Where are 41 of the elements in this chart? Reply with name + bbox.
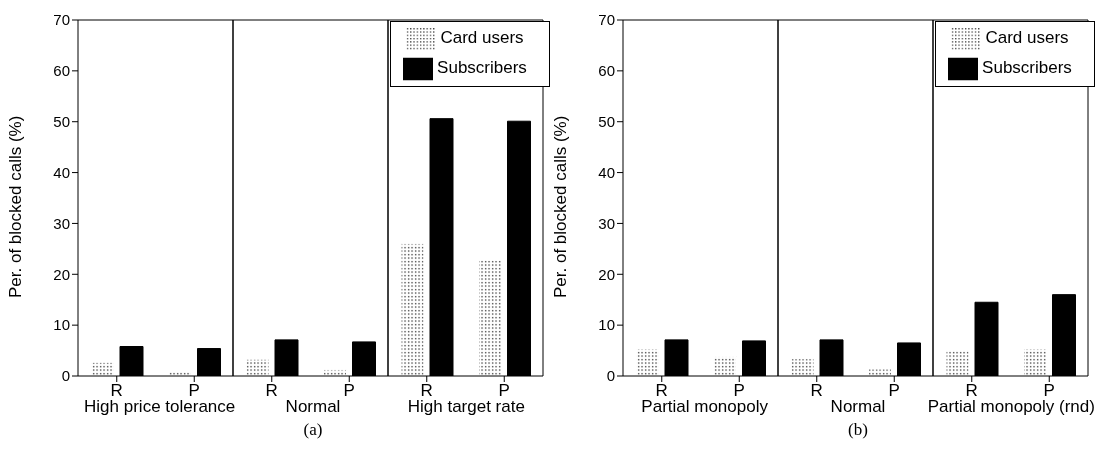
x-tick-label: R	[810, 381, 823, 401]
text: (b)	[847, 420, 869, 440]
text: Normal	[830, 397, 886, 417]
bar	[635, 348, 660, 376]
y-tick-label: 30	[598, 214, 615, 232]
bar	[400, 243, 425, 376]
y-tick-label: 70	[53, 11, 70, 29]
legend-label: Card users	[440, 28, 524, 48]
bar	[868, 368, 892, 376]
y-tick-label: 20	[53, 265, 70, 283]
y-tick-label: 0	[61, 367, 70, 385]
y-tick-label: 60	[598, 62, 615, 80]
y-tick-label: 70	[598, 11, 615, 29]
bar	[90, 361, 115, 376]
text: Normal	[285, 397, 341, 417]
bar	[323, 369, 347, 376]
y-tick-label: 20	[598, 265, 615, 283]
y-tick-label: 50	[53, 113, 70, 131]
y-tick-label: 40	[53, 163, 70, 181]
y-axis-title: Per. of blocked calls (%)	[551, 115, 571, 298]
y-tick-label: 30	[53, 214, 70, 232]
y-tick-label: 10	[598, 316, 615, 334]
legend-label: Card users	[985, 28, 1069, 48]
x-tick-label: P	[888, 381, 900, 401]
x-tick-label: P	[343, 381, 355, 401]
bar	[245, 358, 270, 376]
y-tick-label: 50	[598, 113, 615, 131]
text: (a)	[302, 420, 324, 440]
bar	[945, 349, 970, 376]
y-tick-label: 60	[53, 62, 70, 80]
bar	[790, 358, 815, 376]
legend-label: Subscribers	[437, 58, 527, 78]
y-tick-label: 0	[606, 367, 615, 385]
x-tick-label: R	[265, 381, 278, 401]
bar	[713, 356, 737, 376]
bar	[478, 259, 502, 376]
bar	[1023, 348, 1047, 376]
y-axis-title: Per. of blocked calls (%)	[6, 115, 26, 298]
legend-label: Subscribers	[982, 58, 1072, 78]
y-tick-label: 40	[598, 163, 615, 181]
y-tick-label: 10	[53, 316, 70, 334]
